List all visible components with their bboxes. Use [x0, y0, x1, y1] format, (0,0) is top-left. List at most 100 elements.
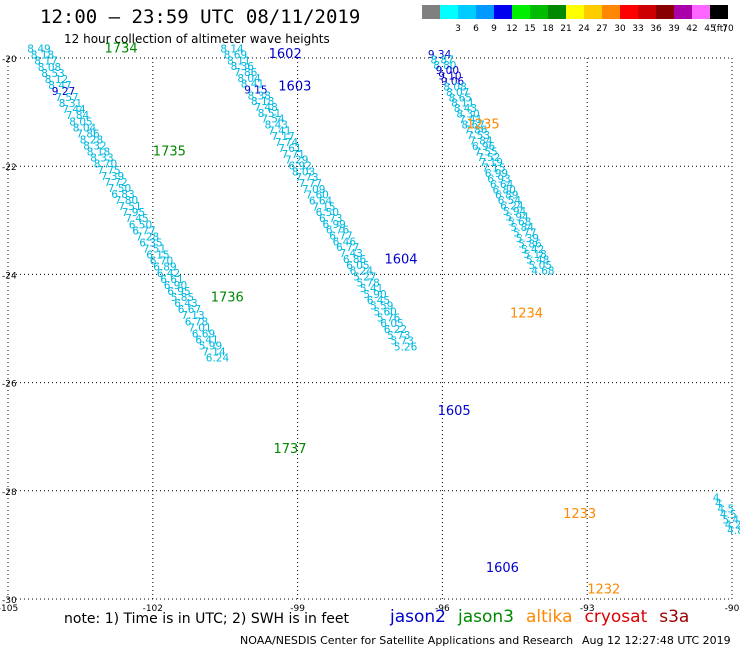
- wave-height-value: 6.78: [185, 316, 208, 328]
- satellite-name: s3a: [659, 607, 690, 627]
- wave-height-value: 5.05: [529, 260, 552, 272]
- legend-label: 6: [473, 24, 479, 34]
- wave-height-value: 6.24: [206, 353, 230, 365]
- legend-label: 42: [686, 24, 697, 34]
- wave-height-value: 6.80: [492, 184, 515, 196]
- pass-time-label: 1233: [563, 507, 596, 522]
- wave-height-value: 8.05: [69, 116, 92, 128]
- wave-height-value: 6.45: [367, 295, 390, 307]
- wave-height-value: 7.71: [282, 149, 305, 161]
- wave-height-value: 9.34: [428, 49, 452, 61]
- wave-height-value: 6.46: [333, 236, 357, 248]
- legend-swatch: [656, 5, 674, 19]
- lon-tick-label: -96: [435, 604, 450, 614]
- wave-height-value: 5.84: [511, 222, 535, 234]
- wave-height-value: 6.70: [150, 256, 173, 268]
- wave-height-value: 6.64: [490, 179, 514, 191]
- wave-height-value: 5.86: [518, 238, 542, 250]
- wave-height-value: 6.73: [319, 213, 342, 225]
- wave-height-value: 7.55: [474, 146, 497, 158]
- wave-height-value: 7.48: [254, 102, 277, 114]
- wave-height-value: 6.89: [495, 190, 518, 202]
- wave-height-value: 6.92: [288, 160, 311, 172]
- wave-height-value: 7.86: [76, 128, 100, 140]
- lat-tick-label: -26: [2, 380, 17, 390]
- legend-swatch: [512, 5, 530, 19]
- legend-swatch: [638, 5, 656, 19]
- lon-tick-label: -93: [580, 604, 595, 614]
- legend-label: 70: [722, 24, 734, 34]
- wave-height-value: 5.90: [363, 289, 386, 301]
- wave-height-value: 8.32: [83, 141, 106, 153]
- wave-height-value: 6.41: [195, 334, 218, 346]
- legend-label: 24: [578, 24, 590, 34]
- legend-label: 27: [596, 24, 607, 34]
- wave-height-value: 8.11: [227, 55, 250, 67]
- wave-height-value: 7.50: [108, 183, 131, 195]
- wave-height-value: 5.68: [508, 217, 531, 229]
- legend-label: 30: [614, 24, 626, 34]
- legend-swatch: [494, 5, 512, 19]
- lat-tick-label: -30: [2, 596, 17, 606]
- wave-height-value: 7.80: [115, 195, 138, 207]
- wave-height-value: 7.51: [118, 201, 141, 213]
- pass-time-label: 1735: [153, 144, 186, 159]
- legend-swatch: [458, 5, 476, 19]
- wave-height-value: 5.94: [505, 211, 529, 223]
- wave-height-value: 7.45: [125, 213, 148, 225]
- legend-label: 12: [506, 24, 517, 34]
- wave-height-value: 7.41: [268, 125, 291, 137]
- wave-height-value: 9.10: [438, 71, 461, 83]
- legend-swatch: [620, 5, 638, 19]
- pass-time-label: 1234: [510, 307, 543, 322]
- wave-height-value: 7.86: [234, 67, 258, 79]
- wave-height-value: 4.: [715, 498, 725, 510]
- lat-tick-label: -24: [2, 271, 17, 281]
- wave-height-value: 6.77: [329, 231, 352, 243]
- wave-height-value: 4.5: [718, 503, 735, 515]
- wave-height-value: 5.27: [353, 271, 376, 283]
- wave-height-value: 5.18: [523, 249, 546, 261]
- legend-swatch: [476, 5, 494, 19]
- wave-height-value: 6.43: [174, 298, 197, 310]
- wave-height-value: 8.08: [443, 81, 466, 93]
- wave-height-value: 5.99: [199, 340, 222, 352]
- wave-height-value: 8.18: [31, 50, 54, 62]
- satellite-name: cryosat: [584, 607, 648, 627]
- pass-time-label: 1606: [486, 561, 519, 576]
- wave-height-value: 6.77: [132, 225, 155, 237]
- legend-swatch: [674, 5, 692, 19]
- wave-height-value: 8.53: [41, 68, 64, 80]
- pass-time-label: 1235: [467, 117, 500, 132]
- wave-height-value: 7.52: [477, 152, 500, 164]
- wave-height-value: 8.43: [265, 120, 288, 132]
- wave-height-value: 6.54: [498, 195, 522, 207]
- wave-height-value: 7.17: [271, 131, 294, 143]
- wave-height-value: 6.42: [157, 268, 180, 280]
- wave-height-value: 7.51: [143, 244, 166, 256]
- wave-height-value: 7.84: [469, 136, 493, 148]
- wave-height-value: 4.85: [727, 525, 740, 537]
- lat-tick-label: -20: [2, 55, 17, 65]
- wave-height-value: 6.50: [129, 219, 152, 231]
- wave-height-value: 8.65: [449, 92, 472, 104]
- wave-height-value: 4.: [713, 493, 723, 505]
- wave-height-value: 5.73: [391, 336, 414, 348]
- wave-height-value: 4.23: [725, 520, 740, 532]
- wave-height-value: 7.84: [66, 110, 90, 122]
- wave-height-value: 8.07: [446, 87, 469, 99]
- lon-tick-label: -105: [0, 604, 18, 614]
- wave-height-value: 6.50: [316, 207, 339, 219]
- wave-height-value: 8.17: [34, 56, 57, 68]
- wave-height-value: 7.53: [467, 130, 490, 142]
- wave-height-value: 6.64: [309, 196, 333, 208]
- legend-swatch: [530, 5, 548, 19]
- wave-height-value: 7.41: [459, 114, 482, 126]
- wave-height-value: 8.11: [451, 98, 474, 110]
- wave-height-value: 7.14: [202, 347, 226, 359]
- wave-height-value: 8.41: [241, 79, 264, 91]
- wave-height-value: 6.77: [336, 242, 359, 254]
- legend-swatch: [692, 5, 710, 19]
- wave-height-value: 8.69: [224, 49, 247, 61]
